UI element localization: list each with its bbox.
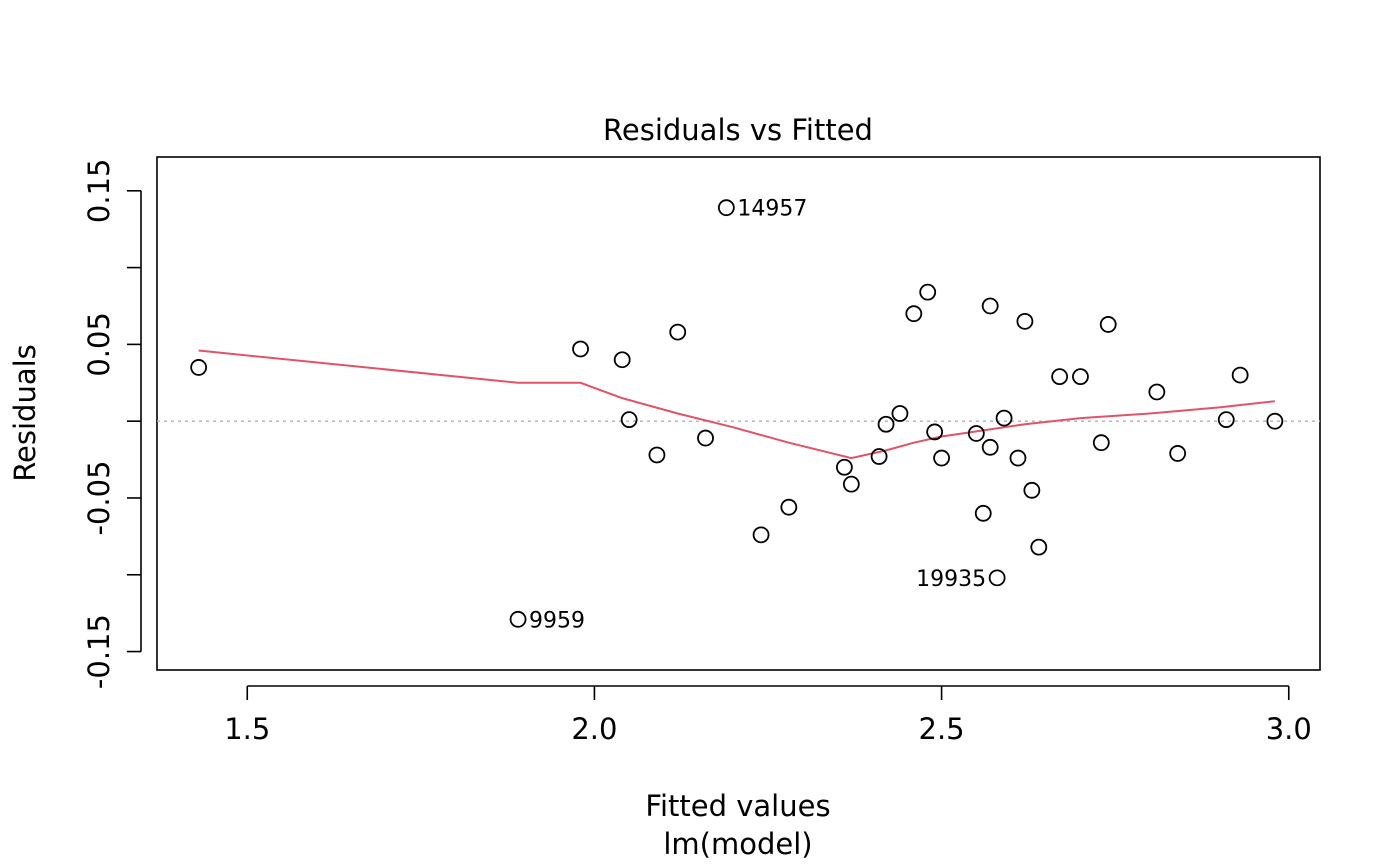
data-point: [967, 425, 985, 442]
y-tick-label: -0.05: [82, 460, 116, 535]
data-point: [572, 340, 589, 358]
data-points: 9959 14957 19935: [190, 197, 1284, 633]
data-point: [988, 569, 1006, 587]
data-point: [620, 411, 638, 429]
data-point: [1169, 445, 1187, 462]
data-point: [1099, 316, 1117, 333]
x-tick-label: 2.0: [571, 712, 617, 746]
y-tick-label: 0.05: [82, 312, 116, 377]
data-point: [780, 498, 798, 516]
data-point: [891, 405, 909, 422]
data-point: [1148, 383, 1166, 401]
data-point: [877, 415, 895, 433]
x-axis: 1.5 2.0 2.5 3.0: [224, 685, 1312, 746]
data-point: [835, 458, 853, 476]
data-point: [919, 283, 937, 301]
data-point: [717, 199, 735, 217]
plot-frame: [156, 156, 1321, 671]
data-point: [1266, 412, 1284, 430]
point-label: 14957: [737, 197, 807, 222]
x-tick-label: 3.0: [1266, 712, 1312, 746]
data-point: [1030, 538, 1048, 556]
data-point: [981, 297, 999, 315]
x-axis-label: Fitted values: [645, 789, 830, 823]
data-point: [905, 305, 923, 323]
y-axis-label: Residuals: [8, 344, 42, 482]
data-point: [974, 504, 992, 522]
y-tick-label: -0.15: [82, 614, 116, 689]
data-point: [1016, 312, 1034, 330]
data-point: [1231, 366, 1249, 384]
data-point: [870, 448, 888, 465]
data-point: [1051, 368, 1069, 386]
point-label: 9959: [529, 608, 585, 633]
data-point: [995, 409, 1013, 427]
data-point: [842, 475, 860, 493]
data-point: [1023, 481, 1041, 499]
chart-subtitle: lm(model): [663, 827, 812, 861]
x-tick-label: 2.5: [919, 712, 965, 746]
data-point: [1092, 434, 1110, 452]
data-point: [1009, 449, 1027, 467]
x-tick-label: 1.5: [224, 712, 270, 746]
data-point: [648, 446, 666, 464]
data-point: [509, 610, 527, 628]
data-point: [190, 359, 208, 376]
point-label: 19935: [916, 567, 986, 592]
y-tick-label: 0.15: [82, 159, 116, 224]
y-axis: -0.15 -0.05 0.05 0.15: [82, 159, 142, 689]
data-point: [697, 429, 714, 447]
smoother-line: [198, 349, 1275, 460]
data-point: [933, 449, 950, 467]
data-point: [1072, 368, 1089, 386]
data-point: [752, 526, 770, 544]
data-point: [981, 438, 999, 456]
chart-title: Residuals vs Fitted: [603, 113, 873, 147]
data-point: [613, 351, 631, 369]
data-point: [1217, 411, 1235, 429]
data-point: [926, 423, 944, 441]
data-point: [669, 323, 687, 341]
